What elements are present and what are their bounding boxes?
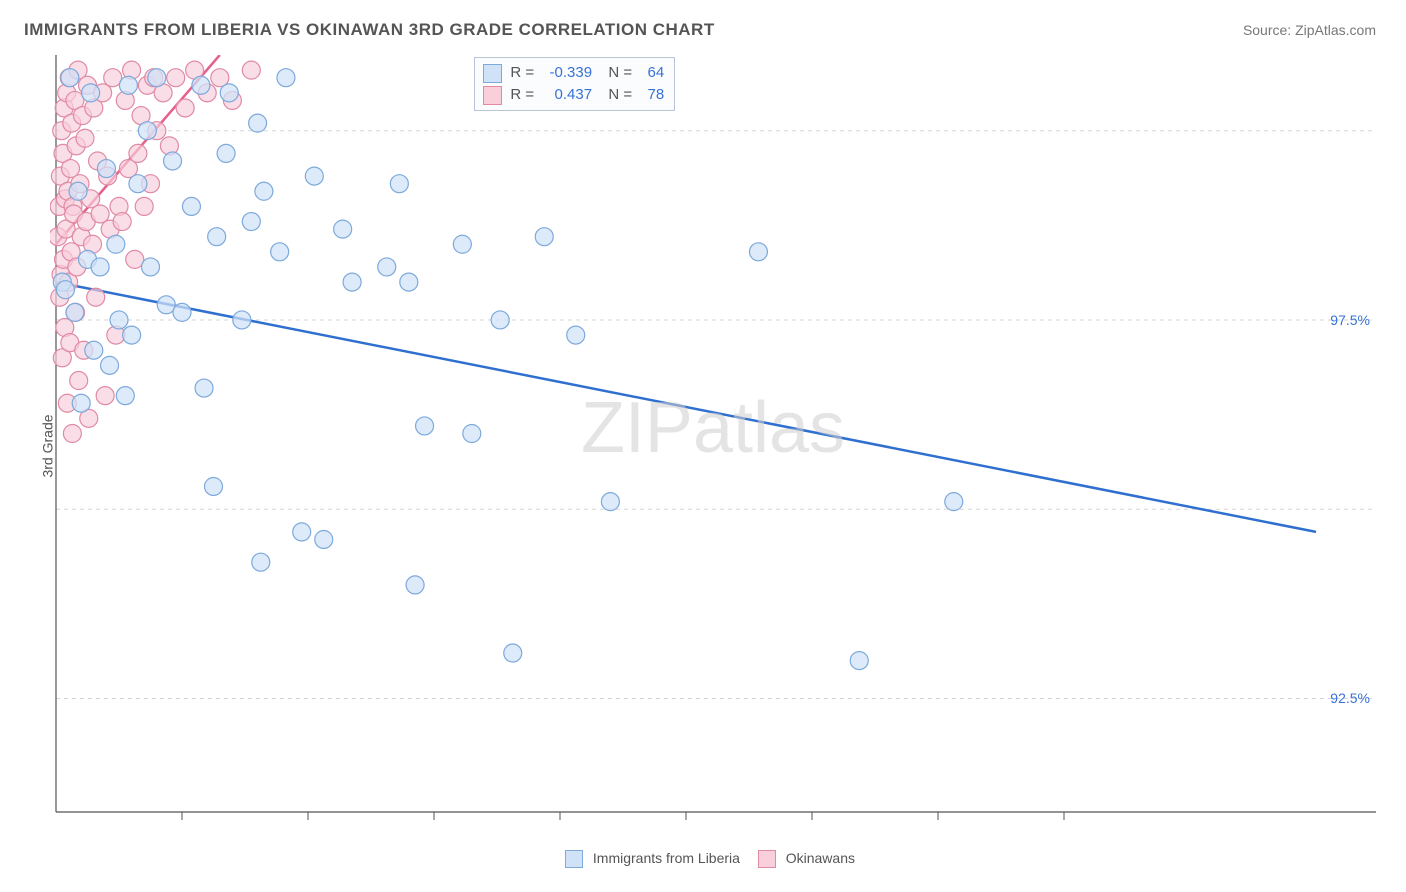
legend-label-okinawans: Okinawans bbox=[786, 850, 855, 866]
legend-label-liberia: Immigrants from Liberia bbox=[593, 850, 740, 866]
stats-legend-swatch bbox=[483, 86, 502, 105]
stats-legend-row: R = 0.437 N = 78 bbox=[483, 84, 664, 106]
source-link[interactable]: ZipAtlas.com bbox=[1295, 22, 1376, 38]
R-label: R = bbox=[510, 84, 534, 106]
legend-swatch-okinawans bbox=[758, 850, 776, 868]
chart-area: ZIPatlas R = -0.339 N = 64R = 0.437 N = … bbox=[50, 55, 1376, 832]
N-label: N = bbox=[600, 62, 632, 84]
scatter-chart bbox=[50, 55, 1376, 832]
source-attribution: Source: ZipAtlas.com bbox=[1243, 22, 1376, 38]
source-label: Source: bbox=[1243, 22, 1295, 38]
stats-legend-row: R = -0.339 N = 64 bbox=[483, 62, 664, 84]
stats-legend: R = -0.339 N = 64R = 0.437 N = 78 bbox=[474, 57, 675, 111]
N-value: 64 bbox=[640, 62, 664, 84]
N-value: 78 bbox=[640, 84, 664, 106]
R-label: R = bbox=[510, 62, 534, 84]
page-title: IMMIGRANTS FROM LIBERIA VS OKINAWAN 3RD … bbox=[24, 20, 715, 40]
y-tick-label: 92.5% bbox=[1330, 690, 1370, 706]
N-label: N = bbox=[600, 84, 632, 106]
y-tick-label: 97.5% bbox=[1330, 312, 1370, 328]
legend-swatch-liberia bbox=[565, 850, 583, 868]
R-value: 0.437 bbox=[542, 84, 592, 106]
R-value: -0.339 bbox=[542, 62, 592, 84]
bottom-legend: Immigrants from Liberia Okinawans bbox=[0, 850, 1406, 868]
stats-legend-swatch bbox=[483, 64, 502, 83]
